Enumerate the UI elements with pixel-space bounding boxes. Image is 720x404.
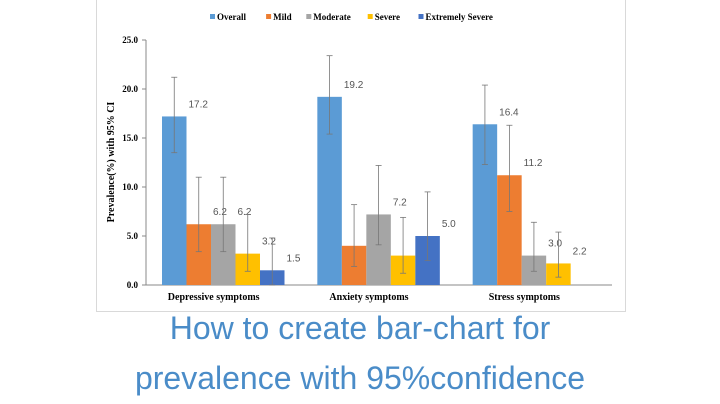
data-label: 5.0 [442,219,456,230]
legend-entry: Mild [273,12,292,22]
y-tick-label: 20.0 [122,84,138,94]
legend-entry: Moderate [313,12,350,22]
y-tick-label: 5.0 [127,231,139,241]
data-label: 16.4 [499,107,519,118]
data-label: 11.2 [524,158,543,169]
chart-frame [96,0,626,312]
legend-entry: Overall [217,12,246,22]
legend-entry: Extremely Severe [426,12,493,22]
data-label: 3.2 [262,237,276,248]
data-label: 2.2 [573,246,587,257]
x-category-label: Anxiety symptoms [329,292,408,303]
data-label: 1.5 [287,253,301,264]
x-category-label: Stress symptoms [489,292,560,303]
legend-swatch [418,14,424,19]
legend-swatch [306,14,312,19]
data-label: 3.0 [548,239,562,250]
data-label: 7.2 [393,197,407,208]
y-tick-label: 0.0 [127,280,139,290]
y-tick-label: 10.0 [122,182,138,192]
x-category-label: Depressive symptoms [168,292,260,303]
data-label: 6.2 [238,207,252,218]
y-tick-label: 25.0 [122,35,138,45]
legend-entry: Severe [375,12,400,22]
legend-swatch [266,14,272,19]
legend-swatch [367,14,373,19]
y-axis-label: Prevalence(%) with 95% CI [106,102,117,223]
caption-line-2: prevalence with 95%confidence [134,360,586,396]
data-label: 6.2 [213,207,227,218]
caption-line-1: How to create bar-chart for [169,310,551,346]
y-tick-label: 15.0 [122,133,138,143]
data-label: 17.2 [189,99,209,110]
bar-chart: 0.0 5.0 10.0 15.0 20.0 25.0 Prevalence(%) with… [106,12,612,303]
data-label: 19.2 [344,80,364,91]
legend-swatch [210,14,215,19]
